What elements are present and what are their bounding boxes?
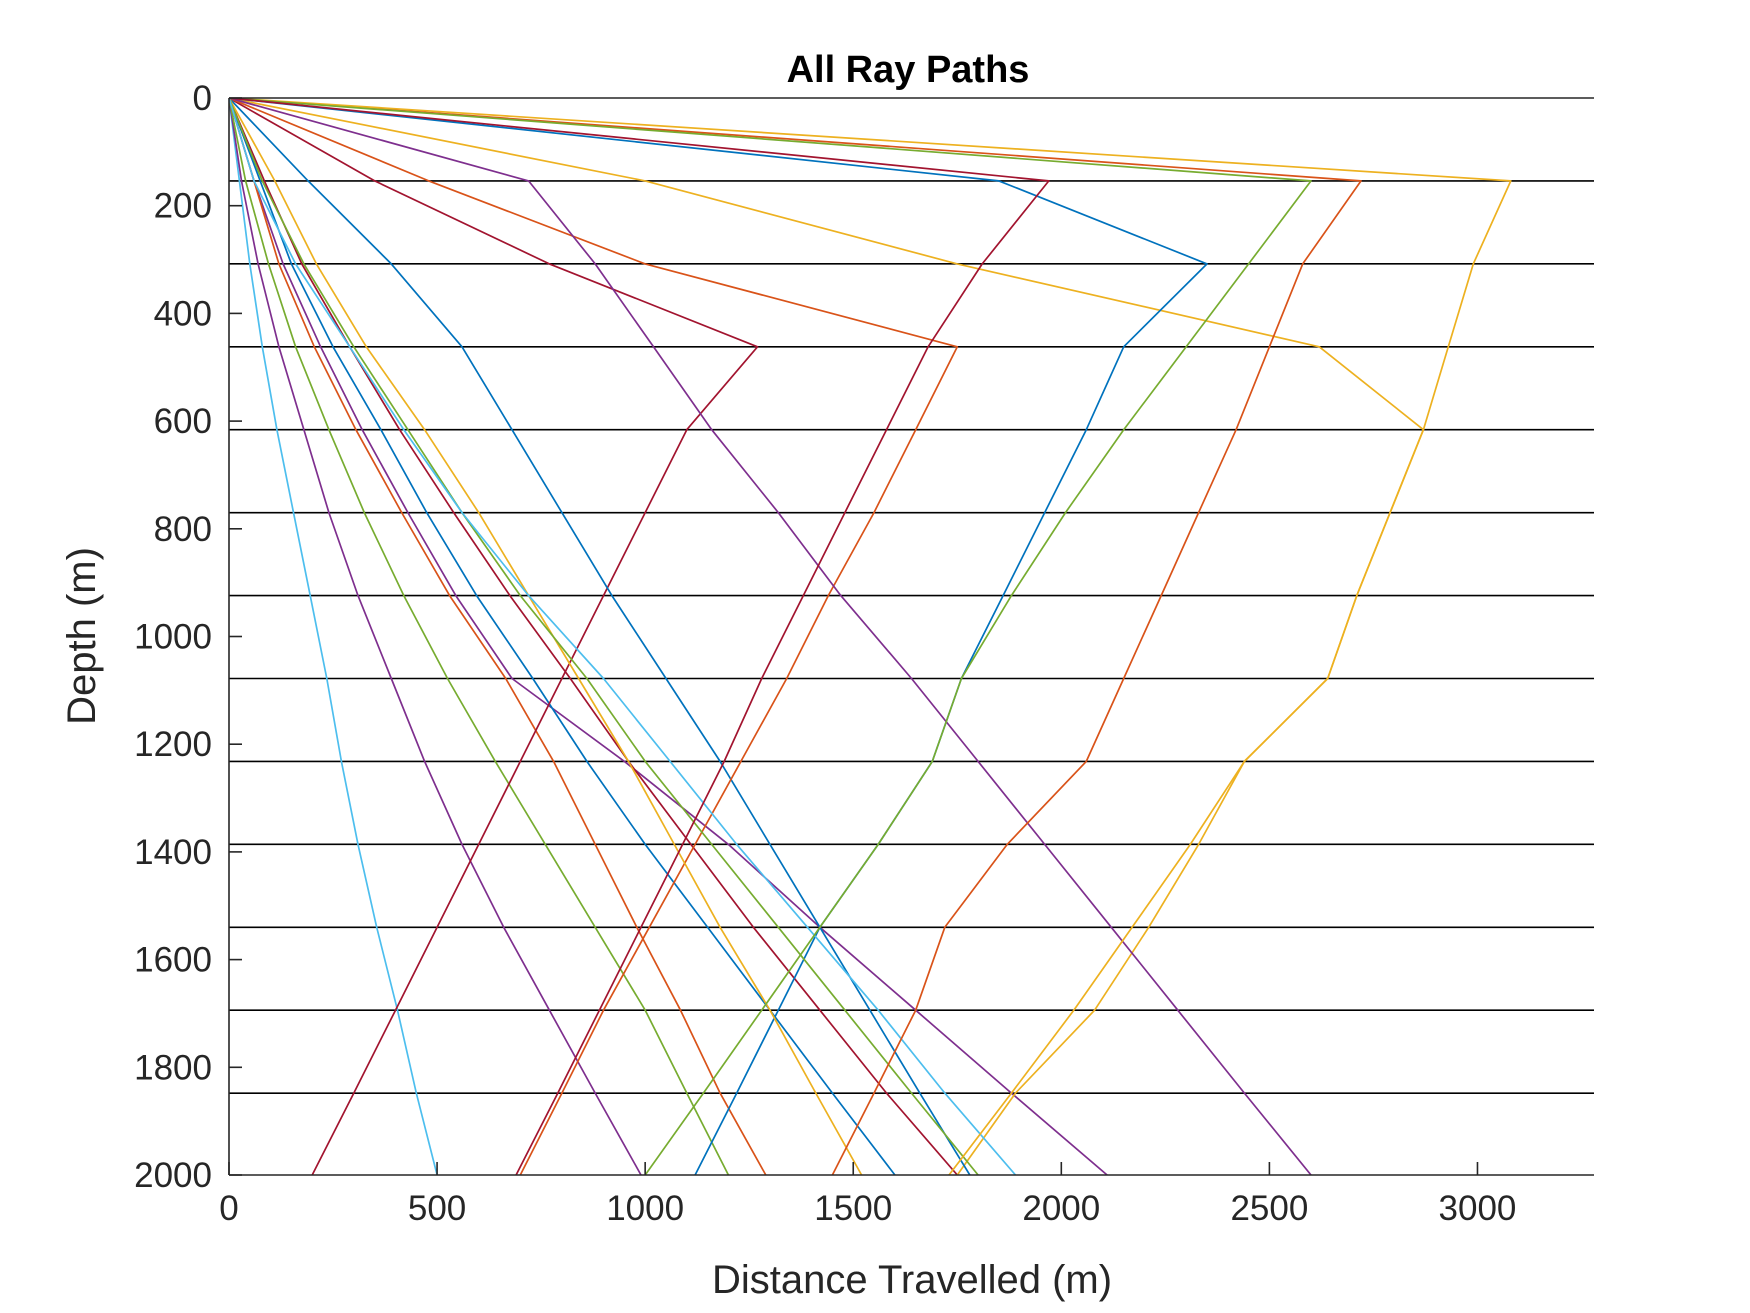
ray-path-7 xyxy=(229,98,958,1175)
x-axis-label: Distance Travelled (m) xyxy=(712,1258,1112,1302)
ray-path-1 xyxy=(229,98,438,1175)
layer-boundaries xyxy=(229,180,1594,1094)
x-tick-label-0: 0 xyxy=(219,1189,238,1228)
y-tick-label-800: 800 xyxy=(154,510,212,549)
ray-path-12 xyxy=(229,98,1208,1175)
x-tick-label-2500: 2500 xyxy=(1230,1189,1308,1228)
y-tick-label-0: 0 xyxy=(193,79,212,118)
x-tick-label-500: 500 xyxy=(408,1189,466,1228)
ray-path-14 xyxy=(229,98,979,1175)
ray-path-5 xyxy=(229,98,767,1175)
y-tick-label-200: 200 xyxy=(154,187,212,226)
y-tick-label-1400: 1400 xyxy=(134,833,212,872)
ray-path-19 xyxy=(229,98,1312,1175)
x-tick-label-3000: 3000 xyxy=(1439,1189,1517,1228)
ray-path-11 xyxy=(229,98,959,1175)
ray-path-16 xyxy=(229,98,1312,1175)
ray-path-6 xyxy=(229,98,896,1175)
ray-path-13 xyxy=(229,98,863,1175)
chart-title: All Ray Paths xyxy=(787,49,1030,91)
x-tick-label-1500: 1500 xyxy=(814,1189,892,1228)
y-tick-label-2000: 2000 xyxy=(134,1156,212,1195)
ray-path-9 xyxy=(229,98,759,1175)
ray-path-4 xyxy=(229,98,1108,1175)
ray-path-3 xyxy=(229,98,730,1175)
ray-path-17 xyxy=(229,98,1362,1175)
ray-series-group xyxy=(229,98,1512,1175)
y-tick-label-400: 400 xyxy=(154,294,212,333)
x-tick-label-1000: 1000 xyxy=(606,1189,684,1228)
ray-path-8 xyxy=(229,98,1425,1175)
ray-path-2 xyxy=(229,98,642,1175)
x-tick-label-2000: 2000 xyxy=(1022,1189,1100,1228)
ray-path-15 xyxy=(229,98,1017,1175)
ray-path-10 xyxy=(229,98,971,1175)
y-axis-label: Depth (m) xyxy=(60,547,104,725)
axes: 0 500 1000 1500 2000 2500 3000 0 200 400 600 800 100… xyxy=(134,79,1594,1228)
y-tick-label-1600: 1600 xyxy=(134,941,212,980)
y-tick-label-1800: 1800 xyxy=(134,1048,212,1087)
y-tick-label-600: 600 xyxy=(154,402,212,441)
ray-path-18 xyxy=(229,98,1512,1175)
y-tick-label-1000: 1000 xyxy=(134,618,212,657)
y-tick-label-1200: 1200 xyxy=(134,725,212,764)
ray-path-20 xyxy=(229,98,1050,1175)
